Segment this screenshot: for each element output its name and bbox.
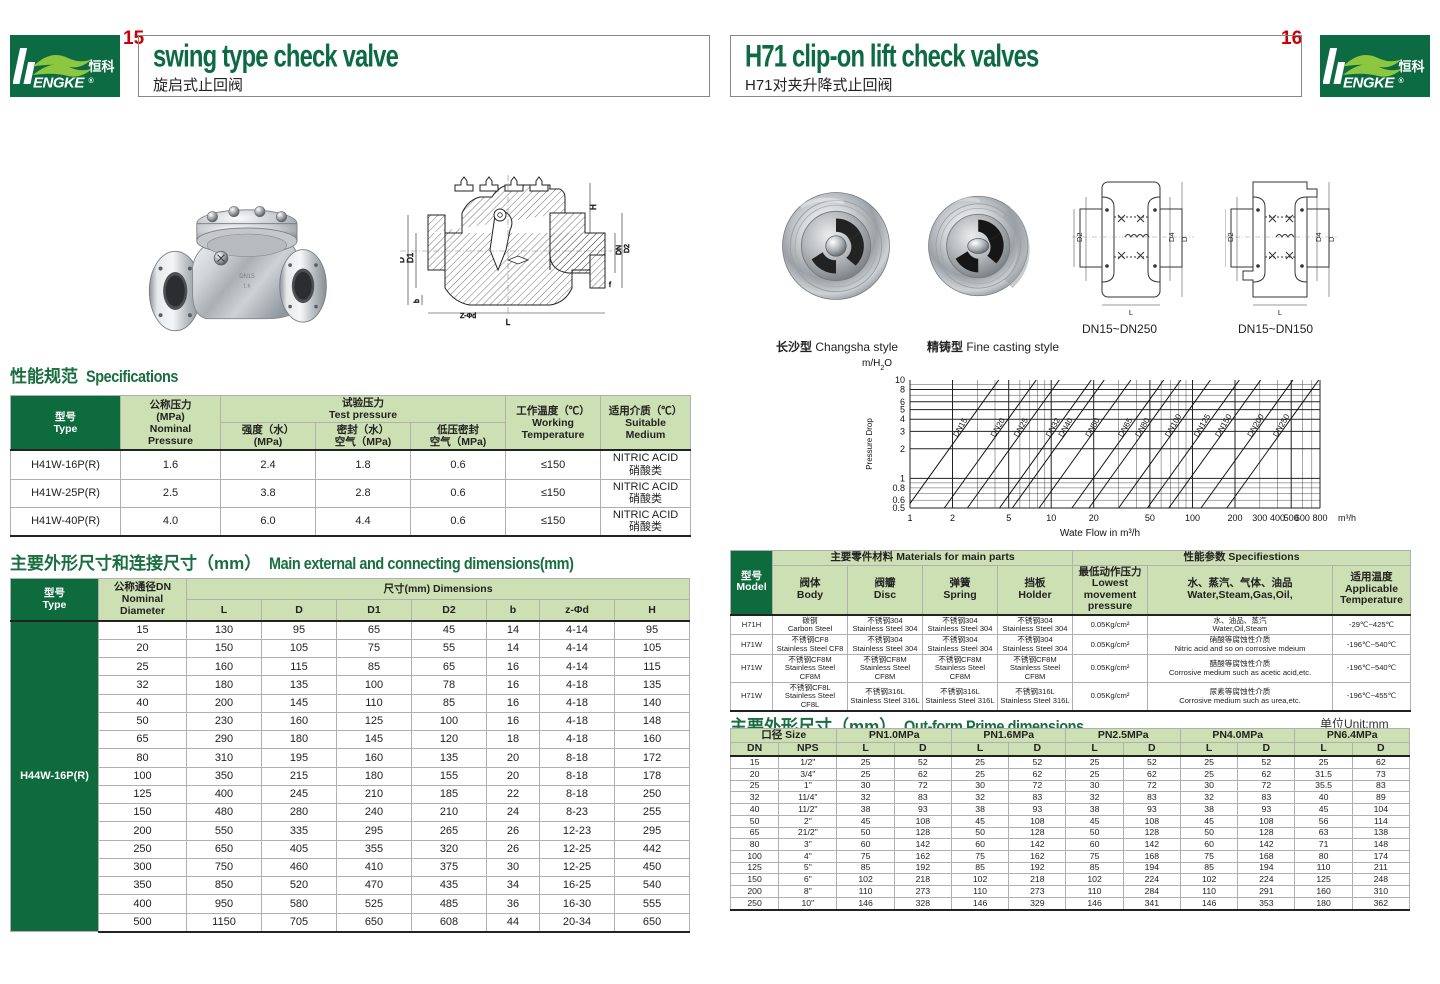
svg-text:D4: D4 (1167, 232, 1176, 242)
svg-text:800: 800 (1312, 513, 1327, 523)
svg-text:20: 20 (1089, 513, 1099, 523)
svg-text:1.6: 1.6 (243, 284, 250, 290)
svg-text:D: D (1180, 236, 1189, 242)
svg-text:m/H2O: m/H2O (862, 358, 892, 372)
svg-text:H: H (589, 204, 598, 210)
svg-text:DN15: DN15 (239, 274, 255, 280)
svg-text:2: 2 (950, 513, 955, 523)
svg-text:m³/h: m³/h (1338, 513, 1356, 523)
svg-text:2: 2 (900, 444, 905, 454)
svg-text:DN250: DN250 (1271, 412, 1292, 439)
svg-text:Wate Flow in m³/h: Wate Flow in m³/h (1060, 528, 1140, 539)
svg-text:3: 3 (900, 426, 905, 436)
svg-text:1: 1 (907, 513, 912, 523)
svg-text:D4: D4 (1314, 232, 1323, 242)
svg-text:600: 600 (1295, 513, 1310, 523)
svg-text:100: 100 (1185, 513, 1200, 523)
svg-text:L: L (1129, 308, 1133, 317)
svg-text:D2: D2 (1075, 232, 1084, 242)
svg-text:b: b (414, 299, 421, 303)
svg-text:10: 10 (1046, 513, 1056, 523)
svg-text:L: L (506, 318, 511, 327)
svg-text:ENGKE: ENGKE (33, 74, 85, 91)
svg-text:300: 300 (1252, 513, 1267, 523)
svg-text:f: f (609, 282, 611, 289)
svg-text:D: D (1327, 236, 1336, 242)
svg-text:0.8: 0.8 (892, 483, 905, 493)
svg-text:DN150: DN150 (1213, 412, 1234, 439)
svg-text:8: 8 (900, 385, 905, 395)
svg-text:D1: D1 (406, 252, 415, 263)
svg-text:50: 50 (1145, 513, 1155, 523)
svg-text:5: 5 (1006, 513, 1011, 523)
svg-text:ENGKE: ENGKE (1343, 74, 1395, 91)
svg-text:0.6: 0.6 (892, 495, 905, 505)
svg-text:1: 1 (900, 473, 905, 483)
svg-text:6: 6 (900, 397, 905, 407)
svg-text:4: 4 (900, 414, 905, 424)
svg-text:DN100: DN100 (1163, 412, 1184, 439)
svg-text:L: L (1278, 308, 1282, 317)
svg-text:DN200: DN200 (1246, 412, 1267, 439)
svg-text:200: 200 (1227, 513, 1242, 523)
svg-text:D2: D2 (1226, 232, 1235, 242)
svg-text:DN125: DN125 (1192, 412, 1213, 439)
svg-text:10: 10 (895, 375, 905, 385)
svg-text:Pressure Drop: Pressure Drop (865, 418, 874, 470)
svg-text:D2: D2 (624, 244, 630, 253)
svg-text:Z-Φd: Z-Φd (460, 313, 476, 320)
